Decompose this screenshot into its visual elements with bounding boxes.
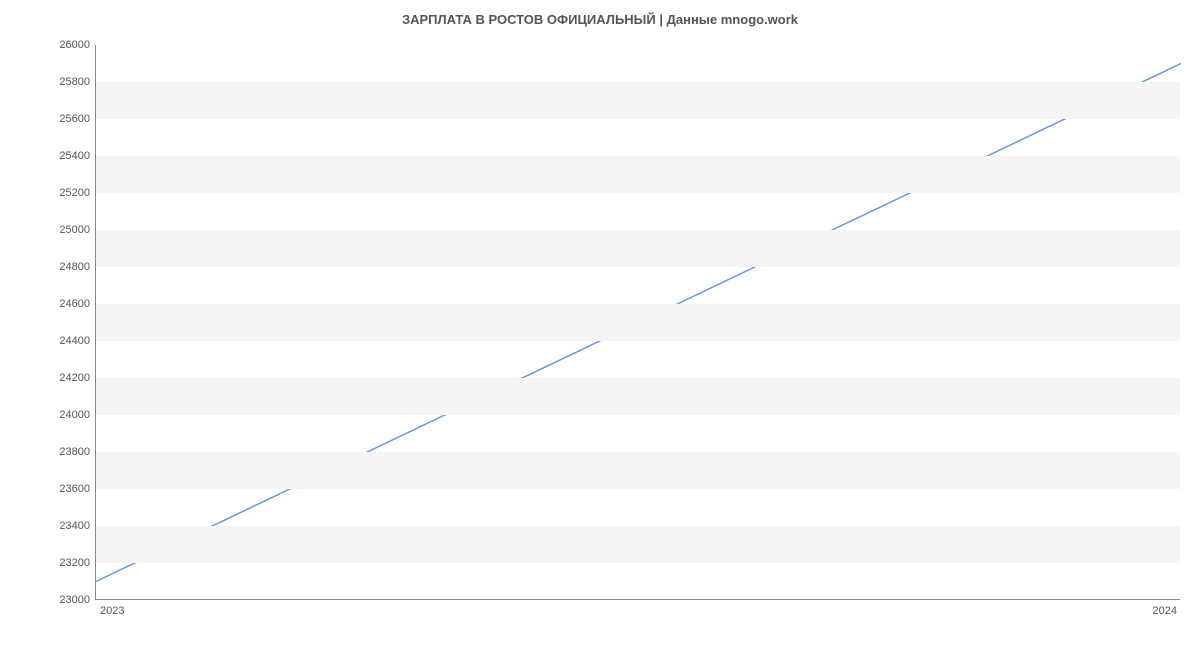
grid-band	[96, 452, 1180, 489]
y-tick-label: 25400	[59, 150, 90, 162]
x-tick-label: 2023	[100, 605, 124, 617]
grid-band	[96, 526, 1180, 563]
y-tick-label: 23400	[59, 520, 90, 532]
grid-band	[96, 304, 1180, 341]
y-tick-label: 23600	[59, 483, 90, 495]
grid-band	[96, 230, 1180, 267]
y-tick-label: 24400	[59, 335, 90, 347]
y-tick-label: 23200	[59, 557, 90, 569]
salary-line-chart: ЗАРПЛАТА В РОСТОВ ОФИЦИАЛЬНЫЙ | Данные m…	[0, 0, 1200, 650]
y-tick-label: 25000	[59, 224, 90, 236]
y-tick-label: 23800	[59, 446, 90, 458]
grid-band	[96, 156, 1180, 193]
y-tick-label: 26000	[59, 39, 90, 51]
grid-band	[96, 378, 1180, 415]
chart-title: ЗАРПЛАТА В РОСТОВ ОФИЦИАЛЬНЫЙ | Данные m…	[0, 12, 1200, 27]
grid-band	[96, 82, 1180, 119]
y-tick-label: 24600	[59, 298, 90, 310]
y-tick-label: 23000	[59, 594, 90, 606]
y-tick-label: 25800	[59, 76, 90, 88]
x-tick-label: 2024	[1152, 605, 1176, 617]
plot-area: 2300023200234002360023800240002420024400…	[95, 45, 1180, 600]
y-tick-label: 24000	[59, 409, 90, 421]
y-tick-label: 25600	[59, 113, 90, 125]
y-tick-label: 24800	[59, 261, 90, 273]
y-tick-label: 24200	[59, 372, 90, 384]
y-tick-label: 25200	[59, 187, 90, 199]
